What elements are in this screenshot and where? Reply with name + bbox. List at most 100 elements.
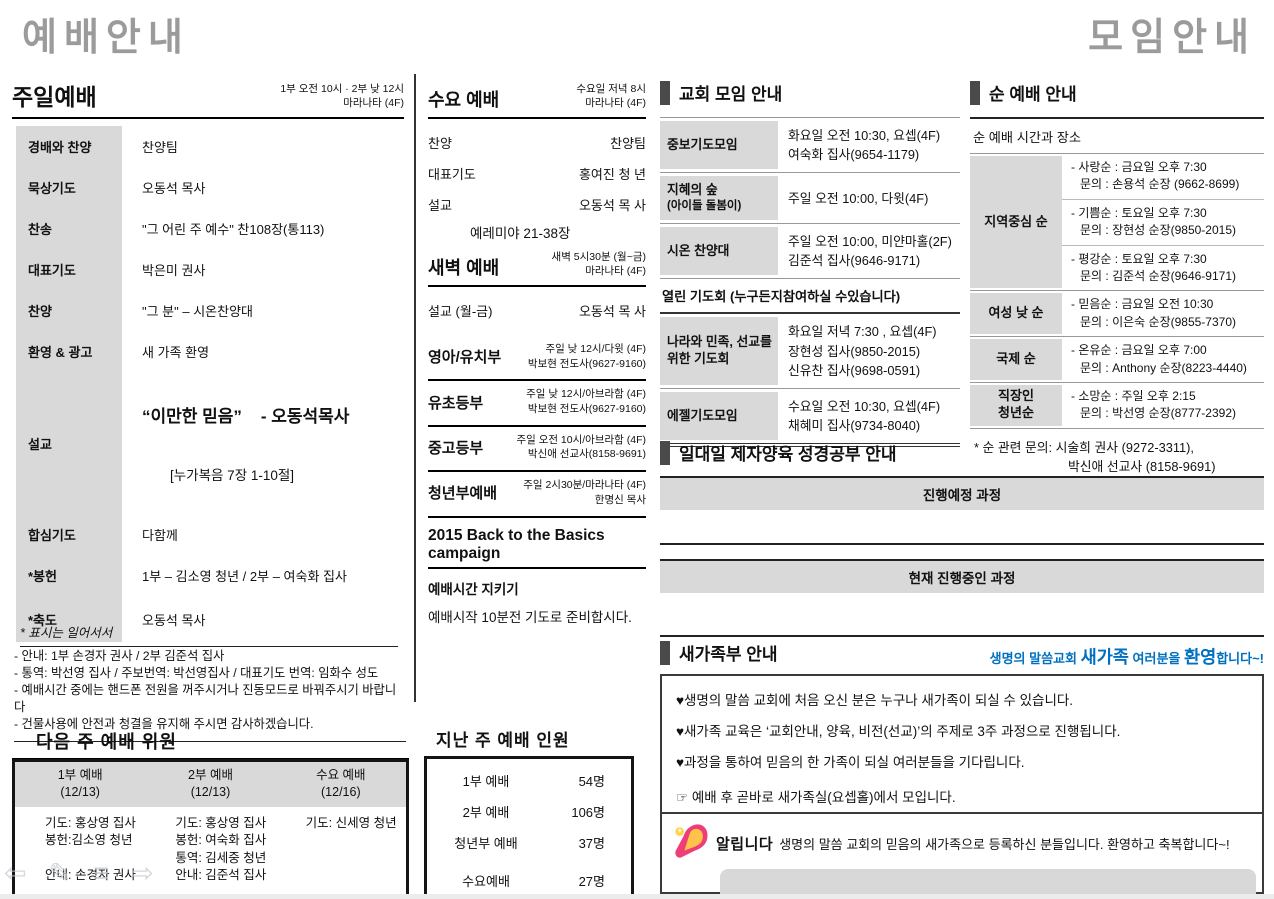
meeting-label: 시온 찬양대 xyxy=(660,226,778,276)
sermon-scripture: [누가복음 7장 1-10절] xyxy=(170,468,295,483)
upcoming-course-bar: 진행예정 과정 xyxy=(660,476,1264,510)
department-title: 영아/유치부 xyxy=(428,349,502,367)
sunday-worship-section: 주일예배 1부 오전 10시 · 2부 낮 12시 마라나타 (4F) 경배와 … xyxy=(12,78,404,642)
meeting-value: 수요일 오전 10:30, 요셉(4F) 채혜미 집사(9734-8040) xyxy=(788,398,941,434)
row-value: 오동석 목 사 xyxy=(578,198,646,214)
attendance-value: 106명 xyxy=(571,805,605,820)
sermon-value: “이만한 믿음” - 오동석목사 [누가복음 7장 1-10절] xyxy=(142,372,349,514)
row-value: 새 가족 환영 xyxy=(142,345,210,360)
section-marker xyxy=(970,80,980,105)
row-label: 경배와 찬양 xyxy=(28,140,92,155)
section-marker xyxy=(660,640,670,665)
row-label: 대표기도 xyxy=(428,167,476,183)
campaign-line2: 예배시작 10분전 기도로 준비합시다. xyxy=(428,610,632,625)
megaphone-icon xyxy=(675,824,708,858)
row-label: 찬양 xyxy=(428,136,452,152)
attendance-label: 수요예배 xyxy=(462,874,510,889)
header-cell: 수요 예배 (12/16) xyxy=(316,768,366,799)
soon-group-entries: - 소망순 : 주일 오후 2:15 문의 : 박선영 순장(8777-2392) xyxy=(1071,388,1236,421)
header-cell: 2부 예배 (12/13) xyxy=(188,768,233,799)
department-info: 주일 낮 12시/다윗 (4F) 박보현 전도사(9627-9160) xyxy=(527,343,646,370)
divider xyxy=(12,758,409,759)
attendance-label: 2부 예배 xyxy=(462,805,510,820)
page-title-worship: 예배안내 xyxy=(22,17,190,59)
row-label: 환영 & 광고 xyxy=(28,345,93,360)
page-edge xyxy=(0,894,1274,899)
attendance-value: 27명 xyxy=(578,874,605,889)
new-family-meet-note: ☞ 예배 후 곧바로 새가족실(요셉홀)에서 모입니다. xyxy=(676,790,956,805)
meeting-value: 화요일 저녁 7:30 , 요셉(4F) 장현성 집사(9850-2015) 신유찬… xyxy=(788,324,937,378)
row-label: *축도 xyxy=(28,612,57,628)
section-marker xyxy=(660,440,670,465)
church-meetings-title: 교회 모임 안내 xyxy=(679,85,783,104)
row-label: *봉헌 xyxy=(28,569,57,584)
sunday-worship-title: 주일예배 xyxy=(12,84,97,110)
soon-group-row: 직장인 청년순 - 소망순 : 주일 오후 2:15 문의 : 박선영 순장(877… xyxy=(970,383,1264,429)
page-title-meetings: 모임안내 xyxy=(1088,17,1256,59)
notice-list: - 안내: 1부 손경자 권사 / 2부 김준석 집사 - 통역: 박선영 집사… xyxy=(14,648,406,742)
new-family-point: ♥생명의 말씀 교회에 처음 오신 분은 누구나 새가족이 되실 수 있습니다. xyxy=(676,693,1074,708)
section-marker xyxy=(660,80,670,105)
table-header-row: 1부 예배 (12/13) 2부 예배 (12/13) 수요 예배 (12/16) xyxy=(15,762,406,807)
wednesday-worship-title: 수요 예배 xyxy=(428,90,500,111)
upcoming-course-blank xyxy=(660,510,1264,545)
divider xyxy=(428,117,646,120)
church-meetings-section: 교회 모임 안내 중보기도모임 화요일 오전 10:30, 요셉(4F) 여숙화 … xyxy=(660,80,960,448)
meeting-label: 중보기도모임 xyxy=(660,121,778,170)
column-divider xyxy=(414,74,416,702)
soon-group-label: 직장인 청년순 xyxy=(970,384,1062,426)
welcome-message: 생명의 말씀교회 새가족 여러분을 환영합니다~! xyxy=(989,647,1264,667)
next-page-icon[interactable]: ⇨ xyxy=(131,858,154,888)
attendance-label: 청년부 예배 xyxy=(454,836,518,851)
current-course-blank xyxy=(660,593,1264,637)
department-info: 주일 낮 12시/아브라함 (4F) 박보현 전도사(9627-9160) xyxy=(526,388,646,416)
divider xyxy=(428,285,646,288)
row-value: 오동석 목사 xyxy=(142,181,206,196)
soon-group-row: 국제 순 - 온유순 : 금요일 오후 7:00 문의 : Anthony 순장(… xyxy=(970,337,1264,383)
sermon-title: “이만한 믿음” - 오동석목사 xyxy=(142,407,350,426)
edit-icon[interactable]: ✎ xyxy=(48,858,72,888)
soon-group-row: 지역중심 순 - 사랑순 : 금요일 오후 7:30 문의 : 손용석 순장 (9… xyxy=(970,154,1264,292)
row-label: 대표기도 xyxy=(28,263,76,278)
menu-icon[interactable]: ≡ xyxy=(93,858,110,888)
meeting-row: 중보기도모임 화요일 오전 10:30, 요셉(4F) 여숙화 집사(9654-1… xyxy=(660,118,960,174)
department-info: 주일 오전 10시/아브라함 (4F) 박신애 선교사(8158-9691) xyxy=(516,433,646,461)
meeting-label: 지혜의 숲 (아이들 돌봄이) xyxy=(660,176,778,220)
soon-group-entries: - 사랑순 : 금요일 오후 7:30 문의 : 손용석 순장 (9662-869… xyxy=(1062,154,1264,290)
dawn-worship-section: 새벽 예배 새벽 5시30분 (월~금) 마라나타 (4F) 설교 (월-금) 오… xyxy=(428,250,646,326)
campaign-section: 2015 Back to the Basics campaign 예배시간 지키… xyxy=(428,527,646,626)
announce-text: 생명의 말씀 교회의 믿음의 새가족으로 등록하신 분들입니다. 환영하고 축복… xyxy=(779,836,1230,852)
next-week-committee-title: 다음 주 예배 위원 xyxy=(36,732,177,752)
current-course-bar: 현재 진행중인 과정 xyxy=(660,559,1264,593)
open-prayer-note: 열린 기도회 (누구든지참여하실 수있습니다) xyxy=(660,279,960,315)
attendance-title: 지난 주 예배 인원 xyxy=(436,731,570,750)
meeting-row: 에젤기도모임 수요일 오전 10:30, 요셉(4F) 채혜미 집사(9734-8… xyxy=(660,389,960,448)
stand-note: * 표시는 일어서서 xyxy=(20,622,398,647)
divider xyxy=(12,117,404,119)
department-row: 중고등부 주일 오전 10시/아브라함 (4F) 박신애 선교사(8158-969… xyxy=(428,427,646,473)
row-label: 묵상기도 xyxy=(28,181,76,196)
row-label: 설교 (월-금) xyxy=(428,304,493,320)
row-value: "그 분" – 시온찬양대 xyxy=(142,304,254,319)
one-to-one-title: 일대일 제자양육 성경공부 안내 xyxy=(679,445,897,464)
row-value: 오동석 목사 xyxy=(142,612,206,628)
soon-worship-table: 순 예배 시간과 장소 지역중심 순 - 사랑순 : 금요일 오후 7:30 문의… xyxy=(970,117,1264,490)
row-label: 찬양 xyxy=(28,304,52,319)
new-family-title: 새가족부 안내 xyxy=(679,645,778,664)
row-label: 합심기도 xyxy=(28,528,76,543)
church-meetings-table: 중보기도모임 화요일 오전 10:30, 요셉(4F) 여숙화 집사(9654-1… xyxy=(660,117,960,448)
departments-section: 영아/유치부 주일 낮 12시/다윗 (4F) 박보현 전도사(9627-9160… xyxy=(428,336,646,518)
row-value: 1부 – 김소영 청년 / 2부 – 여숙화 집사 xyxy=(142,569,347,584)
wednesday-scripture: 예레미야 21-38장 xyxy=(470,226,571,242)
committee-col-2: 기도: 홍상영 집사 봉헌: 여숙화 집사 통역: 김세중 청년 안내: 김준석… xyxy=(175,815,267,883)
campaign-title: 2015 Back to the Basics campaign xyxy=(428,527,646,569)
department-info: 주일 2시30분/마라나타 (4F) 한명신 목사 xyxy=(523,479,646,506)
prev-page-icon[interactable]: ⇦ xyxy=(4,858,27,888)
sunday-worship-schedule: 1부 오전 10시 · 2부 낮 12시 마라나타 (4F) xyxy=(280,82,404,109)
sunday-worship-table: 경배와 찬양 찬양팀 묵상기도 오동석 목사 찬송 "그 어린 주 예수" 찬108장… xyxy=(12,126,404,642)
dawn-worship-schedule: 새벽 5시30분 (월~금) 마라나타 (4F) xyxy=(551,251,646,278)
row-value: 찬양팀 xyxy=(142,140,178,155)
notice-item: - 안내: 1부 손경자 권사 / 2부 김준석 집사 xyxy=(14,649,225,663)
soon-worship-section: 순 예배 안내 순 예배 시간과 장소 지역중심 순 - 사랑순 : 금요일 오… xyxy=(970,80,1264,490)
committee-col-3: 기도: 신세영 청년 xyxy=(305,815,397,830)
